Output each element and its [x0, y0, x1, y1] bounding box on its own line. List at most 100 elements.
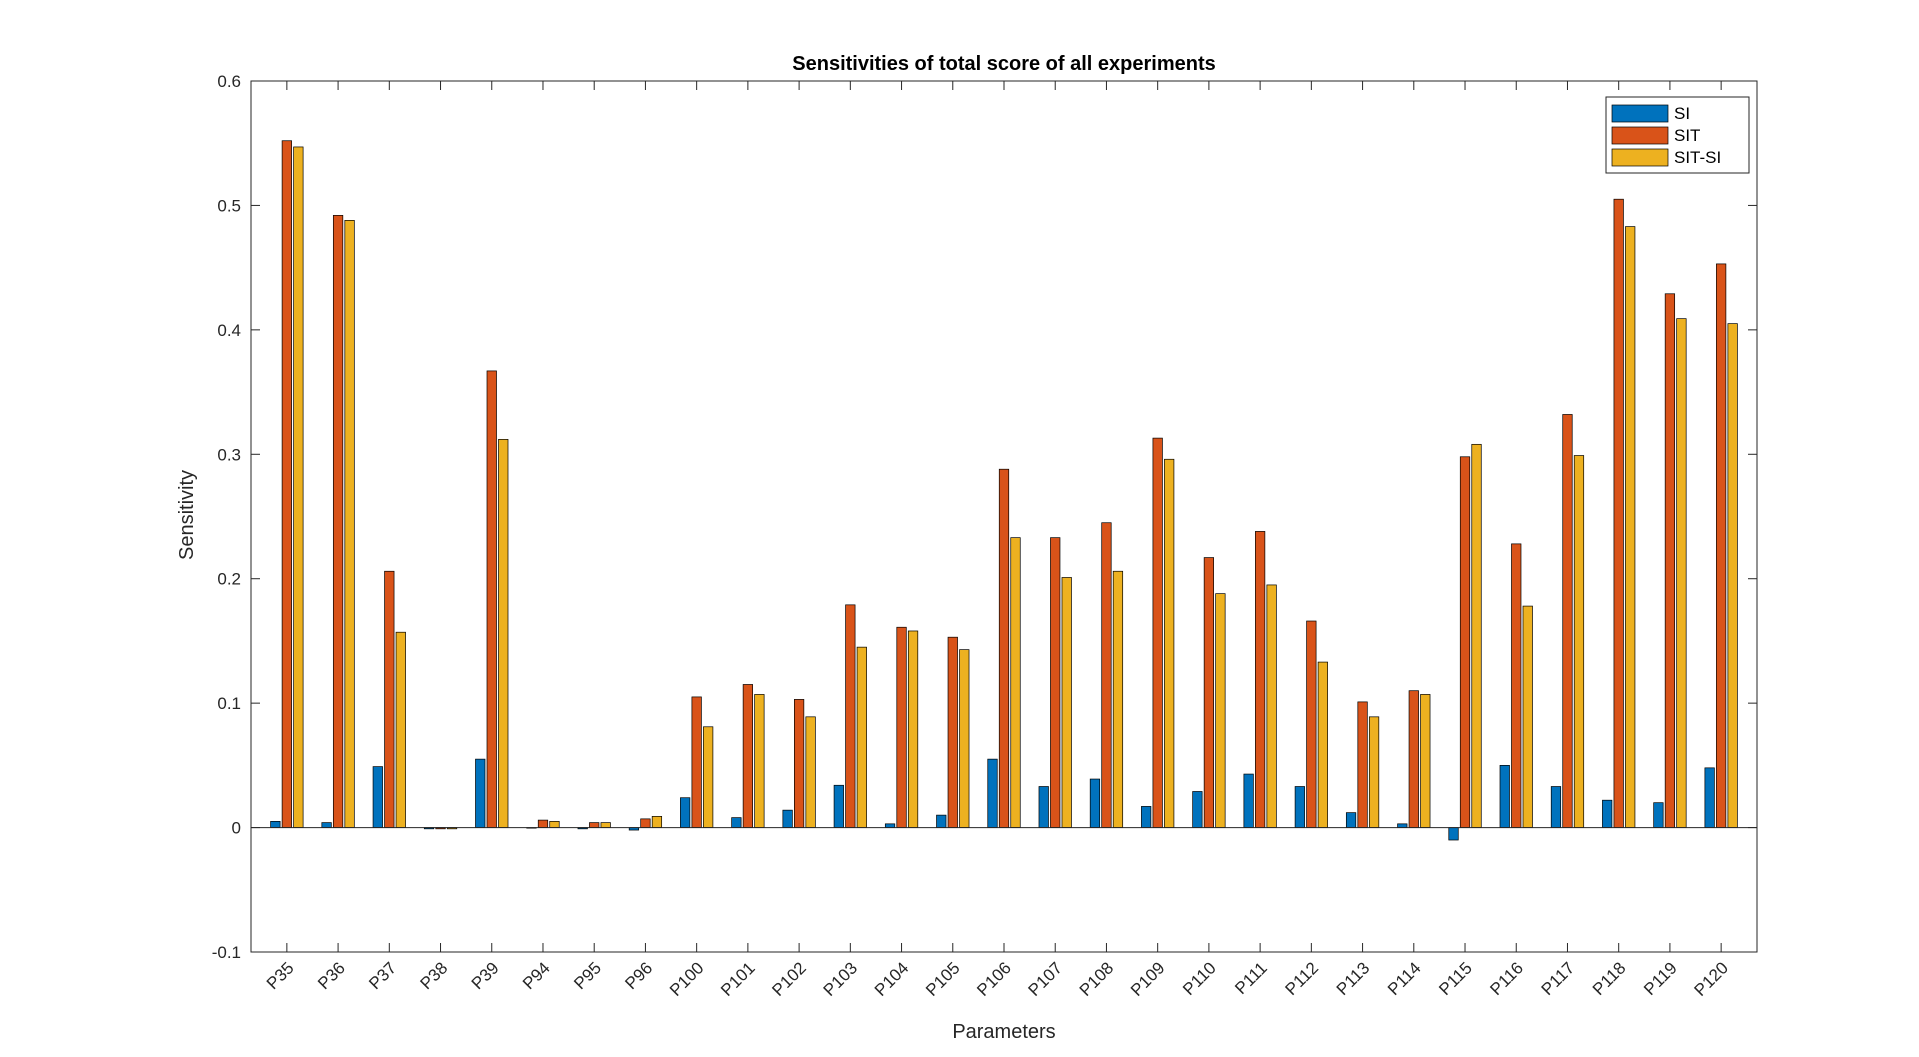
bar-si-p100 — [680, 797, 691, 828]
legend: SI SIT SIT-SI — [1605, 96, 1750, 174]
bar-si-p117 — [1550, 786, 1562, 828]
bar-si-p108 — [1089, 778, 1101, 828]
bar-sit-p105 — [947, 636, 958, 828]
bar-si-p102 — [782, 809, 793, 828]
bar-si-p105 — [936, 814, 947, 828]
bar-sit-si-p116 — [1522, 605, 1533, 828]
bar-sit-p107 — [1050, 537, 1061, 828]
bar-sit-si-p100 — [703, 726, 714, 828]
bar-sit-si-p119 — [1676, 318, 1687, 828]
bar-sit-p117 — [1562, 414, 1573, 828]
y-axis-label: Sensitivity — [176, 470, 198, 560]
bar-sit-si-p106 — [1010, 537, 1021, 828]
bar-sit-p118 — [1613, 198, 1624, 828]
bar-si-p104 — [884, 823, 896, 828]
bar-sit-p95 — [589, 822, 600, 828]
bar-sit-p109 — [1152, 437, 1163, 828]
bar-sit-si-p96 — [651, 816, 663, 828]
bar-sit-si-p101 — [754, 694, 765, 828]
bar-sit-p120 — [1716, 263, 1727, 828]
bar-sit-p116 — [1511, 543, 1522, 828]
bar-si-p114 — [1397, 823, 1408, 828]
y-tick-label: 0 — [232, 819, 241, 838]
bar-si-p111 — [1243, 773, 1254, 828]
bar-si-p116 — [1499, 765, 1510, 828]
y-tick-label: -0.1 — [212, 943, 241, 962]
y-tick-label: 0.2 — [217, 570, 241, 589]
bar-sit-si-p109 — [1164, 458, 1175, 828]
legend-swatch-sit — [1611, 126, 1669, 145]
bar-sit-si-p95 — [600, 822, 611, 828]
legend-swatch-si — [1611, 104, 1669, 123]
bar-sit-si-p117 — [1573, 455, 1585, 828]
chart-title: Sensitivities of total score of all expe… — [792, 53, 1215, 75]
y-tick-label: 0.1 — [217, 694, 241, 713]
bar-si-p39 — [475, 758, 486, 828]
bar-sit-si-p107 — [1061, 577, 1072, 828]
bar-si-p109 — [1141, 806, 1152, 828]
bar-sit-si-p94 — [549, 820, 560, 828]
bar-si-p120 — [1704, 767, 1715, 828]
bar-sit-si-p39 — [498, 439, 509, 828]
bar-sit-p106 — [998, 468, 1010, 828]
bar-si-p103 — [833, 784, 844, 828]
bar-sit-si-p115 — [1471, 443, 1482, 828]
bar-si-p35 — [270, 820, 281, 828]
bar-sit-si-p120 — [1727, 323, 1738, 828]
y-tick-label: 0.3 — [217, 445, 241, 464]
bar-si-p110 — [1192, 791, 1203, 828]
bar-sit-si-p114 — [1420, 694, 1431, 828]
bar-sit-p103 — [845, 604, 856, 828]
bar-si-p106 — [987, 758, 998, 828]
bar-sit-p96 — [640, 818, 651, 828]
bar-sit-si-p108 — [1112, 570, 1124, 828]
bar-si-p37 — [372, 766, 383, 828]
legend-label-sit: SIT — [1674, 126, 1700, 145]
bar-sit-si-p118 — [1625, 226, 1636, 828]
bar-sit-si-p104 — [907, 630, 919, 828]
bar-sit-p101 — [742, 684, 753, 828]
bar-sit-p111 — [1255, 531, 1266, 828]
bar-sit-p94 — [537, 819, 549, 828]
bar-sit-p37 — [384, 570, 395, 828]
bar-si-p115 — [1448, 827, 1459, 841]
bar-sit-si-p103 — [856, 646, 867, 828]
legend-swatch-sit-si — [1611, 148, 1669, 167]
bar-sit-p104 — [896, 626, 907, 828]
bar-sit-p102 — [794, 699, 805, 828]
bar-sit-p36 — [332, 215, 344, 828]
bar-sit-si-p36 — [344, 220, 355, 828]
bar-sit-p112 — [1306, 620, 1317, 828]
bar-sit-p35 — [281, 140, 292, 828]
bar-sit-p113 — [1357, 701, 1368, 828]
bar-sit-si-p102 — [805, 716, 816, 828]
bar-si-p113 — [1345, 812, 1357, 828]
x-axis-label: Parameters — [952, 1021, 1055, 1043]
bar-si-p101 — [731, 817, 742, 828]
bar-sit-p114 — [1408, 690, 1419, 828]
bar-sit-p115 — [1459, 456, 1471, 828]
bar-sit-p119 — [1664, 293, 1676, 828]
bar-si-p36 — [321, 822, 332, 828]
legend-label-si: SI — [1674, 104, 1690, 123]
bar-si-p107 — [1038, 786, 1049, 828]
bar-sit-p39 — [486, 370, 497, 828]
bar-sit-p100 — [691, 696, 702, 828]
legend-label-sit-si: SIT-SI — [1674, 148, 1721, 167]
y-tick-label: 0.4 — [217, 321, 241, 340]
bar-sit-si-p105 — [959, 649, 970, 828]
bar-sit-si-p37 — [395, 631, 406, 828]
bar-sit-si-p113 — [1368, 716, 1380, 828]
bar-si-p118 — [1602, 799, 1613, 828]
bar-sit-si-p35 — [293, 146, 304, 828]
bar-si-p112 — [1294, 786, 1305, 828]
bar-sit-p110 — [1203, 557, 1214, 828]
bar-si-p119 — [1653, 802, 1664, 828]
bar-sit-si-p111 — [1266, 584, 1277, 828]
y-axis-ticks: -0.1 0 0.1 0.2 0.3 0.4 0.5 0.6 — [212, 72, 1757, 962]
bar-sit-si-p112 — [1317, 661, 1328, 828]
y-tick-label: 0.6 — [217, 72, 241, 91]
y-tick-label: 0.5 — [217, 196, 241, 215]
